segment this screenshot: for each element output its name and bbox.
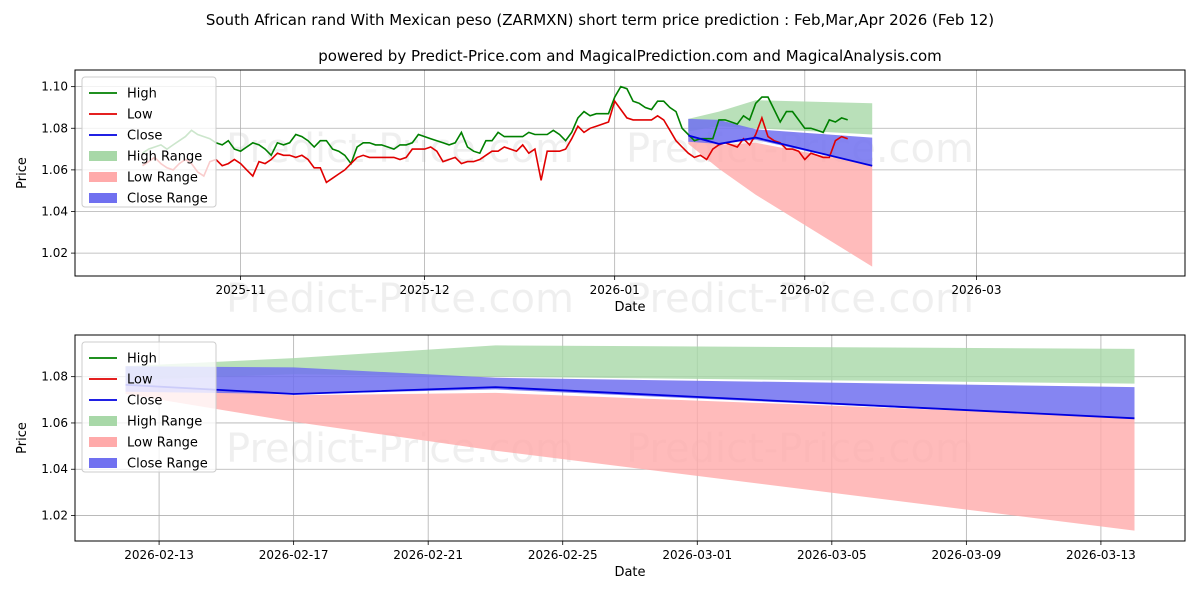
x-tick-label: 2025-11 xyxy=(216,283,266,297)
axes-frame xyxy=(74,69,1186,277)
y-tick-label: 1.04 xyxy=(41,204,68,218)
legend-close-label: Close xyxy=(127,129,162,144)
x-tick-label: 2026-03-13 xyxy=(1066,548,1136,562)
x-tick-label: 2025-12 xyxy=(399,283,449,297)
x-axis-label: Date xyxy=(614,300,645,315)
legend-low-range-swatch xyxy=(89,437,117,447)
legend-high-range-swatch xyxy=(89,416,117,426)
y-axis-label: Price xyxy=(15,422,30,454)
x-tick-label: 2026-03-09 xyxy=(931,548,1001,562)
x-tick-label: 2026-02-25 xyxy=(528,548,598,562)
legend-close-range-label: Close Range xyxy=(127,457,208,472)
legend-high-label: High xyxy=(127,352,157,367)
legend-close-label: Close xyxy=(127,394,162,409)
x-tick-label: 2026-01 xyxy=(590,283,640,297)
low-range-band xyxy=(688,135,873,267)
y-tick-label: 1.08 xyxy=(41,370,68,384)
x-tick-label: 2026-02-13 xyxy=(124,548,194,562)
close-forecast-line xyxy=(688,134,873,167)
x-tick-label: 2026-02-21 xyxy=(393,548,463,562)
legend-close-range-swatch xyxy=(89,458,117,468)
plot-area xyxy=(142,85,873,267)
bottom-panel: 1.02 1.04 1.06 1.08 2026-02-13 2026-02-17 2026… xyxy=(15,334,1186,580)
chart-title: South African rand With Mexican peso (ZA… xyxy=(206,11,994,29)
x-tick-label: 2026-02-17 xyxy=(259,548,329,562)
low-range-band xyxy=(125,384,1135,531)
legend-low-label: Low xyxy=(127,108,153,123)
watermark-3: Predict-Price.com xyxy=(226,126,574,172)
legend-low-label: Low xyxy=(127,373,153,388)
x-tick-label: 2026-02 xyxy=(780,283,830,297)
y-tick-label: 1.10 xyxy=(41,80,68,94)
plot-area xyxy=(125,345,1135,531)
watermark-1: Predict-Price.com xyxy=(226,276,574,322)
legend-low-range-swatch xyxy=(89,172,117,182)
legend-low-range-label: Low Range xyxy=(127,171,198,186)
legend-high-range-label: High Range xyxy=(127,415,202,430)
watermark-2: Predict-Price.com xyxy=(626,276,974,322)
x-tick-label: 2026-03 xyxy=(951,283,1001,297)
x-tick-label: 2026-03-01 xyxy=(662,548,732,562)
low-series-line xyxy=(142,99,848,184)
y-tick-label: 1.02 xyxy=(41,509,68,523)
x-tick-label: 2026-03-05 xyxy=(797,548,867,562)
y-tick-label: 1.06 xyxy=(41,416,68,430)
legend-close-range-label: Close Range xyxy=(127,192,208,207)
y-tick-label: 1.08 xyxy=(41,121,68,135)
high-series-line xyxy=(142,85,848,166)
y-tick-label: 1.06 xyxy=(41,163,68,177)
y-tick-label: 1.02 xyxy=(41,246,68,260)
legend-high-range-swatch xyxy=(89,151,117,161)
y-tick-label: 1.04 xyxy=(41,462,68,476)
axes-frame xyxy=(74,334,1186,542)
legend-high-range-label: High Range xyxy=(127,150,202,165)
legend-low-range-label: Low Range xyxy=(127,436,198,451)
y-axis-label: Price xyxy=(15,157,30,189)
legend-high-label: High xyxy=(127,87,157,102)
chart-subtitle: powered by Predict-Price.com and Magical… xyxy=(318,47,942,65)
top-panel: 1.02 1.04 1.06 1.08 1.10 2025-11 2025-12 2026-0… xyxy=(15,69,1186,315)
x-axis-label: Date xyxy=(614,565,645,580)
legend-close-range-swatch xyxy=(89,193,117,203)
